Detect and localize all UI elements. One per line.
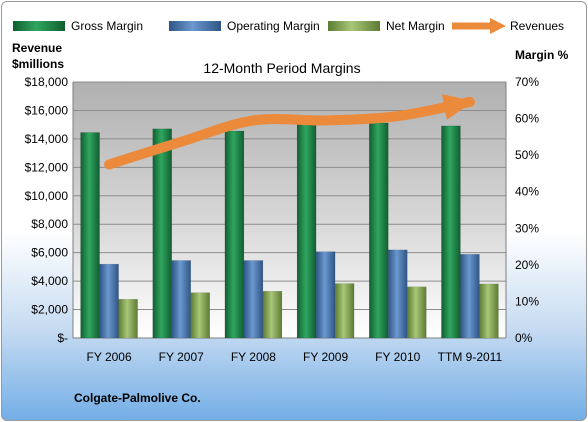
bar-operating-margin — [243, 260, 264, 339]
x-tick-label: FY 2010 — [375, 350, 420, 364]
right-axis-ticks: 0% 10% 20% 30% 40% 50% 60% 70% — [515, 75, 539, 345]
legend-label-operating-margin: Operating Margin — [227, 19, 320, 33]
left-axis-label-line2: $millions — [12, 57, 64, 71]
plot-area — [73, 82, 506, 338]
right-tick-label: 10% — [515, 294, 539, 308]
left-tick-label: $- — [57, 331, 68, 345]
bar-net-margin — [407, 286, 427, 339]
left-axis-label-line1: Revenue — [12, 41, 62, 55]
x-tick-label: FY 2009 — [303, 350, 348, 364]
x-tick-label: FY 2008 — [231, 350, 276, 364]
legend-swatch-net-margin — [328, 21, 380, 31]
right-axis-label: Margin % — [515, 48, 569, 62]
left-tick-label: $6,000 — [31, 246, 68, 260]
legend-label-net-margin: Net Margin — [386, 19, 445, 33]
left-tick-label: $12,000 — [25, 160, 69, 174]
bar-operating-margin — [460, 254, 480, 339]
x-tick-label: TTM 9-2011 — [438, 350, 503, 364]
x-tick-label: FY 2007 — [159, 350, 204, 364]
bar-operating-margin — [388, 249, 408, 339]
right-tick-label: 40% — [515, 185, 539, 199]
left-tick-label: $2,000 — [31, 303, 68, 317]
bar-net-margin — [262, 290, 283, 339]
bar-gross-margin — [224, 130, 245, 339]
legend-swatch-gross-margin — [13, 21, 65, 31]
x-axis-ticks: FY 2006 FY 2007 FY 2008 FY 2009 FY 2010 TTM 9… — [87, 350, 503, 364]
left-tick-label: $18,000 — [25, 75, 69, 89]
bar-net-margin — [190, 292, 210, 339]
chart-title: 12-Month Period Margins — [203, 60, 360, 76]
left-tick-label: $14,000 — [25, 132, 69, 146]
right-tick-label: 20% — [515, 258, 539, 272]
bar-operating-margin — [315, 251, 336, 339]
right-tick-label: 50% — [515, 148, 539, 162]
bar-gross-margin — [369, 122, 389, 339]
revenue-series-line — [104, 96, 475, 170]
right-tick-label: 30% — [515, 221, 539, 235]
left-tick-label: $4,000 — [31, 274, 68, 288]
right-tick-label: 0% — [515, 331, 533, 345]
bar-operating-margin — [99, 263, 119, 339]
bar-net-margin — [479, 283, 499, 339]
bars — [80, 122, 499, 339]
right-tick-label: 70% — [515, 75, 539, 89]
bar-gross-margin — [296, 122, 317, 339]
legend-swatch-arrowhead — [490, 18, 506, 34]
right-tick-label: 60% — [515, 112, 539, 126]
bar-operating-margin — [171, 260, 191, 339]
revenue-line — [104, 94, 475, 170]
company-label: Colgate-Palmolive Co. — [74, 391, 201, 405]
legend-label-revenues: Revenues — [510, 19, 564, 33]
bar-gross-margin — [152, 128, 172, 339]
legend-swatch-operating-margin — [169, 21, 221, 31]
bar-gross-margin — [80, 132, 100, 339]
x-tick-label: FY 2006 — [87, 350, 132, 364]
left-tick-label: $16,000 — [25, 103, 69, 117]
legend: Gross Margin Operating Margin Net Margin Re… — [13, 18, 564, 34]
left-tick-label: $10,000 — [25, 189, 69, 203]
bar-net-margin — [118, 298, 138, 339]
revenue-arrowhead — [441, 94, 474, 120]
left-axis-ticks: $- $2,000 $4,000 $6,000 $8,000 $10,000 $12,000… — [25, 75, 69, 345]
bar-net-margin — [334, 283, 355, 339]
left-tick-label: $8,000 — [31, 217, 68, 231]
legend-label-gross-margin: Gross Margin — [71, 19, 143, 33]
bar-gross-margin — [441, 125, 461, 339]
